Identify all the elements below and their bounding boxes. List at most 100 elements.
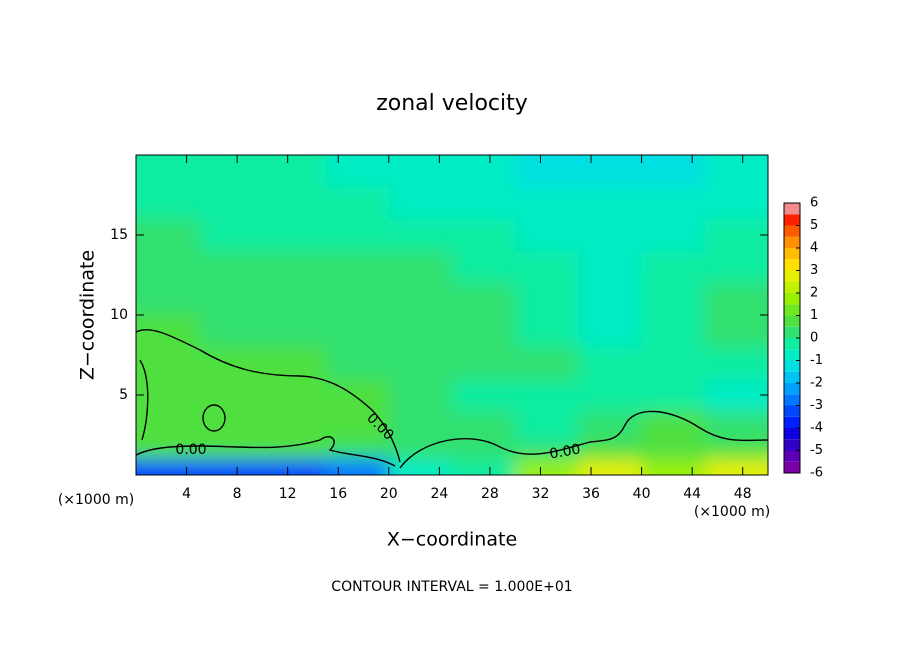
field-cell (452, 219, 516, 252)
field-cell (641, 379, 706, 412)
field-cell (641, 443, 706, 460)
contour-line (202, 404, 226, 432)
field-cell (199, 187, 263, 220)
field-cell (325, 411, 390, 444)
colorbar-swatch (784, 338, 800, 350)
colorbar-swatch (784, 371, 800, 383)
field-cell (578, 315, 643, 348)
field-cell (578, 347, 643, 380)
y-tick-label: 15 (110, 227, 128, 243)
field-cell (578, 379, 643, 412)
field-cell (388, 251, 453, 284)
field-cell (515, 459, 579, 475)
field-cell (704, 379, 768, 412)
field-cell (325, 219, 390, 252)
y-axis-label: Z−coordinate (77, 250, 99, 380)
field-cell (199, 459, 263, 475)
colorbar-label: 0 (810, 331, 818, 346)
field-cell (325, 315, 390, 348)
x-tick-label: 28 (481, 486, 499, 502)
colorbar-swatch (784, 428, 800, 440)
field-cell (262, 283, 327, 316)
field-cell (388, 315, 453, 348)
field-cell (262, 379, 327, 412)
contour-label: 0.00 (548, 441, 581, 462)
colorbar-label: -4 (810, 421, 823, 436)
field-cell (325, 155, 390, 188)
field-cell (325, 187, 390, 220)
field-cell (515, 443, 579, 460)
colorbar-label: 4 (810, 241, 818, 256)
contour-line (139, 359, 149, 441)
colorbar-label: 1 (810, 308, 818, 323)
field-cell (515, 187, 579, 220)
field-cell (199, 251, 263, 284)
field-cell (262, 411, 327, 444)
colorbar-swatch (784, 315, 800, 327)
footer: CONTOUR INTERVAL = 1.000E+01 (331, 579, 572, 595)
field-cell (452, 155, 516, 188)
colorbar-label: 3 (810, 263, 818, 278)
field-cell (578, 459, 643, 475)
field-cell (515, 379, 579, 412)
colorbar-label: 6 (810, 196, 818, 211)
x-tick-label: 32 (532, 486, 550, 502)
cells (136, 155, 768, 475)
colorbar-label: -6 (810, 466, 823, 481)
colorbar-swatch (784, 293, 800, 305)
field-cell (515, 219, 579, 252)
x-axis-label: X−coordinate (387, 529, 517, 551)
colorbar-swatch (784, 225, 800, 237)
field-cell (515, 347, 579, 380)
field-cell (452, 443, 516, 460)
field-cell (262, 251, 327, 284)
field-cell (325, 251, 390, 284)
field-cell (136, 315, 200, 348)
field-cell (641, 219, 706, 252)
field-cell (388, 443, 453, 460)
field-cell (704, 347, 768, 380)
field-cell (136, 219, 200, 252)
field-cell (515, 283, 579, 316)
x-tick-label: 36 (582, 486, 600, 502)
y-units: (×1000 m) (58, 492, 134, 508)
field-cell (262, 155, 327, 188)
colorbar-label: -2 (810, 376, 823, 391)
field-cell (704, 315, 768, 348)
field-cell (641, 283, 706, 316)
field-cell (641, 251, 706, 284)
field-cell (704, 219, 768, 252)
field (136, 155, 768, 475)
field-cell (262, 219, 327, 252)
contour-line (136, 329, 401, 463)
field-cell (136, 459, 200, 475)
field-cell (199, 315, 263, 348)
field-cell (704, 155, 768, 188)
x-units: (×1000 m) (694, 504, 770, 520)
contours (136, 329, 768, 469)
field-cell (388, 155, 453, 188)
field-cell (136, 347, 200, 380)
colorbar-swatch (784, 416, 800, 428)
field-cell (641, 459, 706, 475)
x-tick-label: 44 (683, 486, 701, 502)
field-cell (136, 283, 200, 316)
field-cell (136, 443, 200, 460)
colorbar-swatch (784, 349, 800, 361)
field-cell (199, 411, 263, 444)
x-tick-label: 24 (430, 486, 448, 502)
field-cell (578, 443, 643, 460)
field-cell (136, 251, 200, 284)
field-cell (641, 155, 706, 188)
field-cell (325, 459, 390, 475)
field-cell (452, 347, 516, 380)
field-cell (325, 347, 390, 380)
field-cell (199, 219, 263, 252)
field-cell (515, 251, 579, 284)
field-cell (704, 251, 768, 284)
field-cell (199, 155, 263, 188)
contour-label: 0.00 (175, 442, 206, 458)
colorbar-label: 5 (810, 218, 818, 233)
field-cell (388, 219, 453, 252)
